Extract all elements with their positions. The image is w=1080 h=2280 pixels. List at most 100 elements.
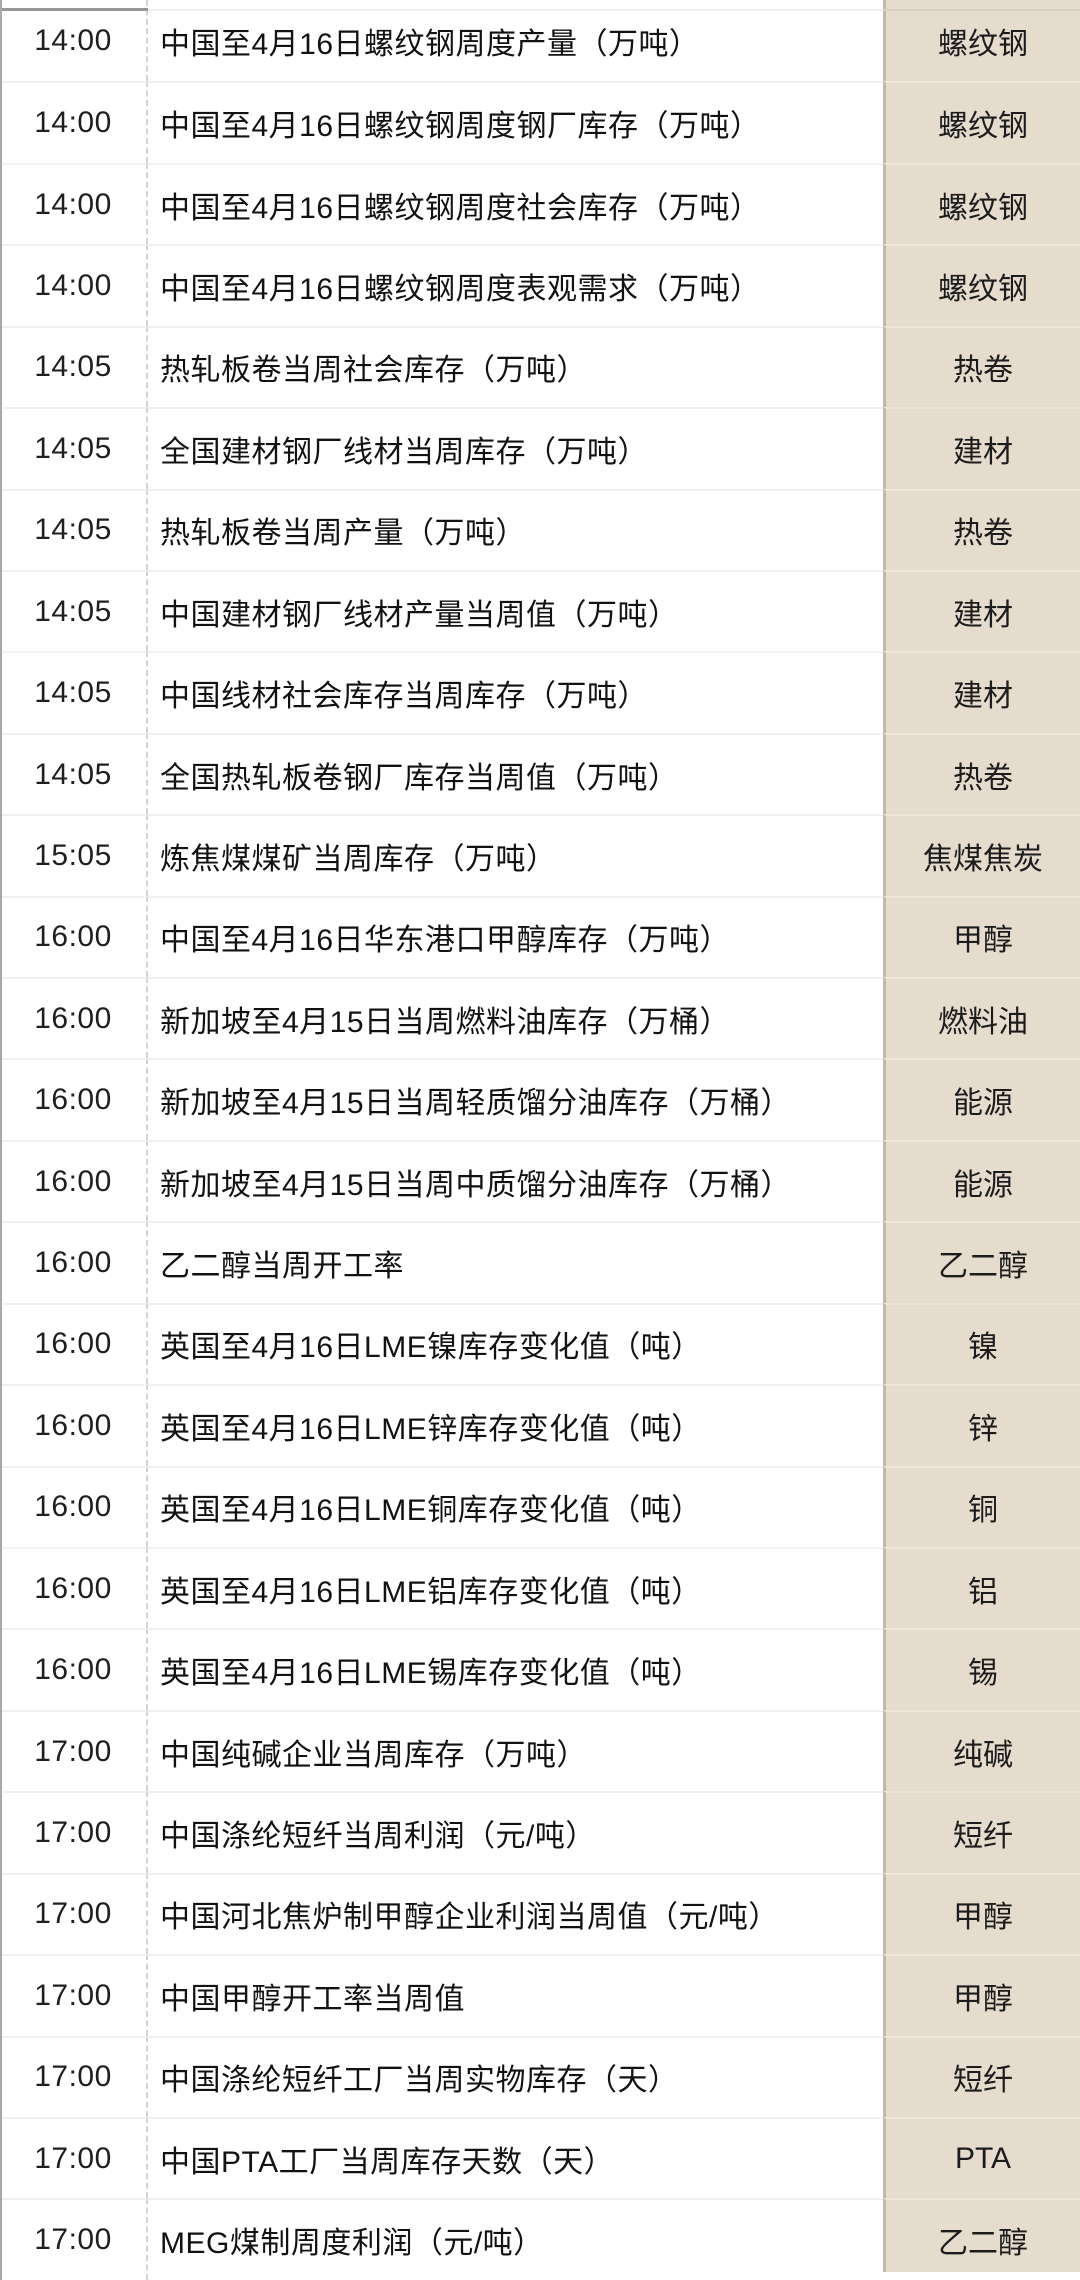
event-time: 14:00 bbox=[0, 81, 148, 163]
table-row[interactable]: 16:00 英国至4月16日LME铜库存变化值（吨） 铜 bbox=[0, 1465, 1080, 1548]
table-row[interactable]: 14:05 中国线材社会库存当周库存（万吨） 建材 bbox=[0, 651, 1080, 733]
event-title: 中国至4月16日螺纹钢周度社会库存（万吨） bbox=[148, 162, 883, 244]
event-time: 14:00 bbox=[0, 162, 148, 245]
event-time: 16:00 bbox=[0, 1221, 148, 1303]
event-category-badge: 甲醇 bbox=[883, 1872, 1080, 1955]
table-row[interactable]: 16:00 中国至4月16日华东港口甲醇库存（万吨） 甲醇 bbox=[0, 895, 1080, 978]
table-row[interactable]: 17:00 中国甲醇开工率当周值 甲醇 bbox=[0, 1954, 1080, 2036]
top-divider-remnant-time bbox=[0, 8, 148, 11]
table-row[interactable]: 16:00 英国至4月16日LME镍库存变化值（吨） 镍 bbox=[0, 1302, 1080, 1385]
table-row[interactable]: 17:00 中国涤纶短纤当周利润（元/吨） 短纤 bbox=[0, 1791, 1080, 1873]
event-time: 16:00 bbox=[0, 1058, 148, 1140]
event-category-badge: 铝 bbox=[883, 1547, 1080, 1629]
table-row[interactable]: 16:00 新加坡至4月15日当周轻质馏分油库存（万桶） 能源 bbox=[0, 1058, 1080, 1140]
event-category-badge: 螺纹钢 bbox=[883, 244, 1080, 326]
event-title: 英国至4月16日LME铜库存变化值（吨） bbox=[148, 1465, 883, 1547]
event-title: 英国至4月16日LME铝库存变化值（吨） bbox=[148, 1547, 883, 1628]
top-divider-remnant-event bbox=[148, 9, 883, 11]
table-row[interactable]: 14:00 中国至4月16日螺纹钢周度社会库存（万吨） 螺纹钢 bbox=[0, 162, 1080, 245]
table-row[interactable]: 16:00 乙二醇当周开工率 乙二醇 bbox=[0, 1221, 1080, 1303]
event-time: 16:00 bbox=[0, 1384, 148, 1466]
event-time: 17:00 bbox=[0, 2116, 148, 2199]
event-category-badge: 铜 bbox=[883, 1465, 1080, 1548]
event-title: 全国建材钢厂线材当周库存（万吨） bbox=[148, 407, 883, 488]
event-title: 中国纯碱企业当周库存（万吨） bbox=[148, 1709, 883, 1791]
event-title: 热轧板卷当周社会库存（万吨） bbox=[148, 325, 883, 407]
event-title: 新加坡至4月15日当周燃料油库存（万桶） bbox=[148, 977, 883, 1058]
event-category-badge: 建材 bbox=[883, 569, 1080, 652]
event-title: 英国至4月16日LME锌库存变化值（吨） bbox=[148, 1384, 883, 1465]
table-bottom-cutoff bbox=[883, 2272, 1080, 2280]
event-title: 中国涤纶短纤当周利润（元/吨） bbox=[148, 1791, 883, 1872]
table-row[interactable]: 17:00 中国河北焦炉制甲醇企业利润当周值（元/吨） 甲醇 bbox=[0, 1872, 1080, 1955]
table-row[interactable]: 14:00 中国至4月16日螺纹钢周度钢厂库存（万吨） 螺纹钢 bbox=[0, 81, 1080, 163]
table-row[interactable]: 16:00 英国至4月16日LME铝库存变化值（吨） 铝 bbox=[0, 1547, 1080, 1629]
event-time: 16:00 bbox=[0, 895, 148, 978]
event-category-badge: 螺纹钢 bbox=[883, 162, 1080, 245]
event-title: 乙二醇当周开工率 bbox=[148, 1221, 883, 1302]
event-category-badge: 热卷 bbox=[883, 488, 1080, 570]
table-row[interactable]: 14:05 全国建材钢厂线材当周库存（万吨） 建材 bbox=[0, 407, 1080, 489]
event-category-badge: 建材 bbox=[883, 651, 1080, 733]
event-category-badge: PTA bbox=[883, 2116, 1080, 2199]
event-category-badge: 甲醇 bbox=[883, 1954, 1080, 2036]
event-time: 14:05 bbox=[0, 732, 148, 815]
table-row[interactable]: 17:00 中国涤纶短纤工厂当周实物库存（天） 短纤 bbox=[0, 2035, 1080, 2117]
event-category-badge: 能源 bbox=[883, 1139, 1080, 1222]
event-title: 英国至4月16日LME锡库存变化值（吨） bbox=[148, 1628, 883, 1709]
event-time: 14:05 bbox=[0, 569, 148, 652]
event-category-badge: 短纤 bbox=[883, 2035, 1080, 2117]
event-title: 全国热轧板卷钢厂库存当周值（万吨） bbox=[148, 732, 883, 814]
table-row[interactable]: 16:00 新加坡至4月15日当周燃料油库存（万桶） 燃料油 bbox=[0, 977, 1080, 1059]
event-title: 中国线材社会库存当周库存（万吨） bbox=[148, 651, 883, 732]
table-row[interactable]: 14:05 全国热轧板卷钢厂库存当周值（万吨） 热卷 bbox=[0, 732, 1080, 815]
event-time: 16:00 bbox=[0, 1465, 148, 1548]
event-time: 14:05 bbox=[0, 407, 148, 489]
table-row[interactable]: 17:00 中国PTA工厂当周库存天数（天） PTA bbox=[0, 2116, 1080, 2199]
table-row[interactable]: 14:00 中国至4月16日螺纹钢周度产量（万吨） 螺纹钢 bbox=[0, 0, 1080, 82]
event-category-badge: 燃料油 bbox=[883, 977, 1080, 1059]
event-title: 新加坡至4月15日当周中质馏分油库存（万桶） bbox=[148, 1139, 883, 1221]
table-row[interactable]: 17:00 中国纯碱企业当周库存（万吨） 纯碱 bbox=[0, 1709, 1080, 1792]
event-category-badge: 短纤 bbox=[883, 1791, 1080, 1873]
event-time: 16:00 bbox=[0, 1547, 148, 1629]
table-row[interactable]: 14:05 热轧板卷当周产量（万吨） 热卷 bbox=[0, 488, 1080, 570]
table-row[interactable]: 17:00 MEG煤制周度利润（元/吨） 乙二醇 bbox=[0, 2198, 1080, 2280]
table-row[interactable]: 16:00 英国至4月16日LME锌库存变化值（吨） 锌 bbox=[0, 1384, 1080, 1466]
event-time: 16:00 bbox=[0, 1302, 148, 1385]
event-category-badge: 热卷 bbox=[883, 732, 1080, 815]
table-row[interactable]: 16:00 英国至4月16日LME锡库存变化值（吨） 锡 bbox=[0, 1628, 1080, 1710]
event-time: 17:00 bbox=[0, 1709, 148, 1792]
event-category-badge: 螺纹钢 bbox=[883, 81, 1080, 163]
event-category-badge: 纯碱 bbox=[883, 1709, 1080, 1792]
table-row[interactable]: 14:05 热轧板卷当周社会库存（万吨） 热卷 bbox=[0, 325, 1080, 408]
event-category-badge: 能源 bbox=[883, 1058, 1080, 1140]
event-time: 15:05 bbox=[0, 814, 148, 896]
event-time: 17:00 bbox=[0, 2035, 148, 2117]
event-category-badge: 锌 bbox=[883, 1384, 1080, 1466]
event-time: 17:00 bbox=[0, 2198, 148, 2280]
event-category-badge: 建材 bbox=[883, 407, 1080, 489]
event-time: 17:00 bbox=[0, 1872, 148, 1955]
event-time: 16:00 bbox=[0, 1628, 148, 1710]
table-row[interactable]: 16:00 新加坡至4月15日当周中质馏分油库存（万桶） 能源 bbox=[0, 1139, 1080, 1222]
table-row[interactable]: 15:05 炼焦煤煤矿当周库存（万吨） 焦煤焦炭 bbox=[0, 814, 1080, 896]
screen-left-edge-line bbox=[0, 0, 2, 2280]
event-title: 热轧板卷当周产量（万吨） bbox=[148, 488, 883, 570]
event-title: 中国至4月16日螺纹钢周度表观需求（万吨） bbox=[148, 244, 883, 325]
table-row[interactable]: 14:05 中国建材钢厂线材产量当周值（万吨） 建材 bbox=[0, 569, 1080, 652]
event-title: 中国至4月16日螺纹钢周度钢厂库存（万吨） bbox=[148, 81, 883, 162]
event-time: 14:05 bbox=[0, 488, 148, 570]
event-category-badge: 锡 bbox=[883, 1628, 1080, 1710]
event-time: 14:00 bbox=[0, 0, 148, 82]
event-title: 中国至4月16日华东港口甲醇库存（万吨） bbox=[148, 895, 883, 977]
event-title: 中国涤纶短纤工厂当周实物库存（天） bbox=[148, 2035, 883, 2117]
event-time: 14:05 bbox=[0, 325, 148, 408]
event-category-badge: 螺纹钢 bbox=[883, 0, 1080, 82]
event-time: 17:00 bbox=[0, 1954, 148, 2036]
event-time: 14:05 bbox=[0, 651, 148, 733]
event-time: 14:00 bbox=[0, 244, 148, 326]
table-row[interactable]: 14:00 中国至4月16日螺纹钢周度表观需求（万吨） 螺纹钢 bbox=[0, 244, 1080, 326]
